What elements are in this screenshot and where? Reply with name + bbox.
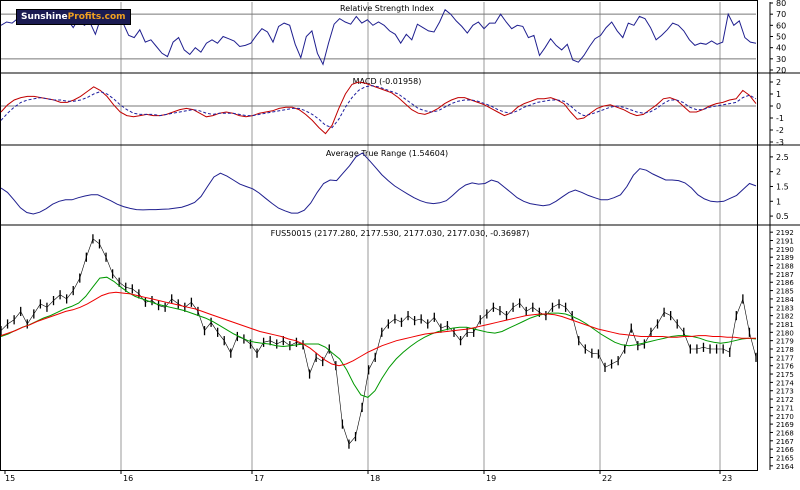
x-tick-label: 22 [602,474,612,483]
chart-frame [0,0,758,471]
y-tick-label: 30 [776,55,786,64]
y-tick-label: 2183 [776,304,794,312]
moving-average-fast-line [0,276,757,398]
atr-line [0,152,757,215]
price-line [0,238,757,445]
y-tick-label: 60 [776,21,786,30]
x-tick-label: 19 [486,474,496,483]
panel-title: FUS50015 (2177.280, 2177.530, 2177.030, … [271,229,530,238]
y-tick-label: 2172 [776,396,794,404]
y-tick-label: 2189 [776,254,794,262]
y-tick-label: 20 [776,66,786,75]
panel-title: MACD (-0.01958) [353,77,422,86]
y-tick-label: 2171 [776,404,794,412]
y-tick-label: 2170 [776,413,794,421]
macd-line [0,81,757,135]
y-tick-label: 2187 [776,271,794,279]
y-tick-label: 2164 [776,463,794,471]
y-tick-label: 2190 [776,246,794,254]
y-tick-label: -1 [776,114,784,123]
x-tick-label: 16 [123,474,133,483]
y-tick-label: 2168 [776,429,794,437]
y-tick-label: 2176 [776,363,794,371]
x-tick-label: 15 [5,474,15,483]
y-tick-label: 50 [776,33,786,42]
y-tick-label: 2174 [776,379,794,387]
y-tick-label: -2 [776,126,784,135]
y-tick-label: 2178 [776,346,794,354]
macd-signal-line [0,85,757,129]
y-tick-label: 2191 [776,238,794,246]
y-tick-label: 2169 [776,421,794,429]
y-tick-label: 0 [776,102,781,111]
y-tick-label: 2188 [776,263,794,271]
rsi-line [0,8,757,66]
y-tick-label: 2166 [776,446,794,454]
y-tick-label: 2167 [776,438,794,446]
y-tick-label: 2179 [776,338,794,346]
y-tick-label: 2175 [776,371,794,379]
y-tick-label: 2182 [776,313,794,321]
y-tick-label: 2165 [776,454,794,462]
y-tick-label: 1.5 [776,182,789,191]
y-tick-label: 2.5 [776,153,789,162]
y-tick-label: -3 [776,138,784,147]
moving-average-slow-line [0,291,756,367]
x-tick-label: 17 [254,474,264,483]
y-tick-label: 2 [776,168,781,177]
y-tick-label: 40 [776,44,786,53]
y-tick-label: 2181 [776,321,794,329]
y-tick-label: 1 [776,90,781,99]
y-tick-label: 1 [776,197,781,206]
panel-title: Average True Range (1.54604) [326,149,448,158]
logo: SunshineProfits.com [16,9,131,25]
y-tick-label: 2173 [776,388,794,396]
y-tick-label: 2177 [776,354,794,362]
y-tick-label: 2185 [776,288,794,296]
y-tick-label: 70 [776,10,786,19]
y-tick-label: 2180 [776,329,794,337]
panel-title: Relative Strength Index [340,4,434,13]
logo-text-profits: Profits.com [67,12,126,22]
x-tick-label: 23 [722,474,732,483]
y-tick-label: 0.5 [776,212,789,221]
y-tick-label: 2192 [776,229,794,237]
logo-text-sunshine: Sunshine [21,12,68,22]
y-tick-label: 80 [776,0,786,8]
y-tick-label: 2184 [776,296,794,304]
y-tick-label: 2186 [776,279,794,287]
x-tick-label: 18 [370,474,380,483]
y-tick-label: 2 [776,78,781,87]
